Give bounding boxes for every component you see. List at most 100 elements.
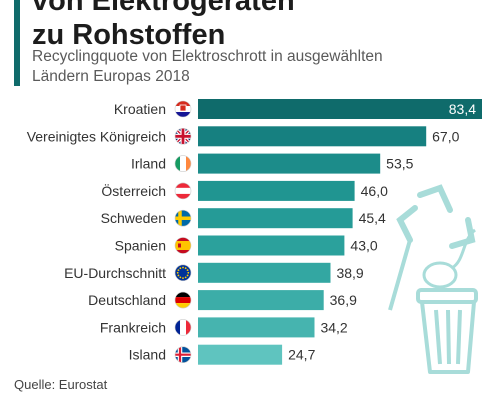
flag-body: [175, 182, 191, 199]
flag-star: [186, 274, 189, 277]
flag-germany: [174, 291, 192, 309]
flag-austria: [174, 182, 192, 200]
subtitle-line-2: Ländern Europas 2018: [32, 68, 190, 85]
flag-star: [179, 267, 182, 270]
flag-star: [187, 271, 190, 274]
flag-ring: [174, 209, 192, 227]
page-title: von Elektrogeräten zu Rohstoffen: [32, 0, 295, 52]
flag-ring: [174, 100, 192, 118]
flag-ring: [174, 155, 192, 172]
category-label: Kroatien: [114, 101, 166, 117]
flag-body: [175, 292, 191, 309]
bar: [198, 235, 345, 256]
flag-croatia: [174, 100, 192, 118]
flag-body: [175, 264, 191, 281]
title-line-2: zu Rohstoffen: [32, 19, 226, 51]
flag-stripe: [186, 155, 191, 172]
flag-ring: [174, 127, 192, 145]
category-label: Österreich: [101, 182, 166, 199]
bar: [198, 317, 315, 338]
flag-star: [182, 266, 184, 269]
flag-stripe: [175, 193, 191, 199]
flag-ring: [174, 346, 192, 364]
trash-bin-icon: [388, 239, 478, 374]
flag-star: [186, 269, 189, 272]
category-label: Island: [129, 347, 166, 363]
value-label: 83,4: [449, 101, 476, 117]
bar: [198, 153, 381, 174]
value-label: 34,2: [320, 319, 347, 335]
flag-cross-red: [175, 346, 191, 363]
recycle-icon: [396, 184, 476, 249]
flag-body: [175, 319, 191, 336]
flag-ring: [174, 237, 192, 254]
flag-ring: [174, 264, 192, 282]
bar: [198, 344, 283, 365]
flag-ring: [174, 319, 192, 336]
flag-star: [182, 277, 184, 279]
title-line-1: von Elektrogeräten: [32, 0, 295, 17]
flag-star: [176, 271, 179, 274]
flag-body: [175, 210, 191, 227]
value-label: 46,0: [361, 183, 388, 199]
value-label: 67,0: [432, 128, 459, 144]
flag-stripe: [175, 187, 191, 194]
category-label: Spanien: [115, 238, 166, 254]
flag-emblem: [178, 243, 181, 248]
flag-ring: [174, 182, 192, 200]
bar: [198, 208, 353, 229]
flag-body: [175, 155, 191, 172]
value-label: 24,7: [288, 347, 315, 363]
flag-body: [175, 346, 191, 363]
flag-stripe: [186, 319, 191, 336]
bar: [198, 99, 482, 119]
bar: [198, 290, 324, 311]
flag-star: [177, 269, 180, 272]
value-label: 38,9: [336, 265, 363, 281]
flag-body: [175, 128, 191, 145]
category-label: Deutschland: [88, 292, 166, 308]
flag-iceland: [174, 346, 192, 364]
flag-ring: [174, 291, 192, 309]
flag-united-kingdom: [174, 127, 192, 145]
value-label: 53,5: [386, 156, 413, 172]
flag-star: [184, 267, 187, 270]
value-label: 45,4: [359, 210, 386, 226]
flag-stripe: [175, 241, 191, 250]
flag-field: [175, 264, 191, 281]
flag-shield: [179, 104, 187, 112]
flag-stripe: [175, 303, 191, 309]
flag-stripe: [175, 182, 191, 188]
flag-sweden: [174, 209, 192, 227]
source-note: Quelle: Eurostat: [14, 377, 108, 392]
flag-stripe: [175, 297, 191, 304]
flag-stripe: [175, 292, 191, 298]
recycling-illustration: [388, 184, 478, 374]
flag-body: [175, 237, 191, 254]
flag-body: [175, 101, 191, 117]
accent-bar: [14, 0, 20, 86]
bar: [198, 180, 355, 201]
category-label: Irland: [131, 156, 166, 172]
category-label: Frankreich: [100, 319, 166, 335]
flag-cross-red: [175, 128, 191, 145]
flag-stripe: [175, 101, 191, 106]
bar: [198, 262, 331, 283]
category-label: Vereinigtes Königreich: [27, 128, 166, 144]
flag-spain: [174, 237, 192, 254]
category-label: Schweden: [101, 210, 166, 226]
flag-stripe: [175, 112, 191, 117]
flag-star: [179, 276, 182, 279]
flag-france: [174, 319, 192, 336]
flag-stripe: [180, 319, 186, 336]
subtitle: Recyclingquote von Elektroschrott in aus…: [32, 47, 432, 87]
flag-eu: [174, 264, 192, 282]
category-label: EU-Durchschnitt: [64, 265, 166, 281]
bar-chart: Kroatien 83,4 Vereinigtes Königreich 67,0 Ir…: [27, 99, 482, 365]
flag-stripe: [175, 155, 180, 172]
flag-cross: [175, 210, 191, 227]
subtitle-line-1: Recyclingquote von Elektroschrott in aus…: [32, 48, 383, 65]
flag-ireland: [174, 155, 192, 172]
flag-stripe: [175, 319, 180, 336]
value-label: 43,0: [350, 238, 377, 254]
